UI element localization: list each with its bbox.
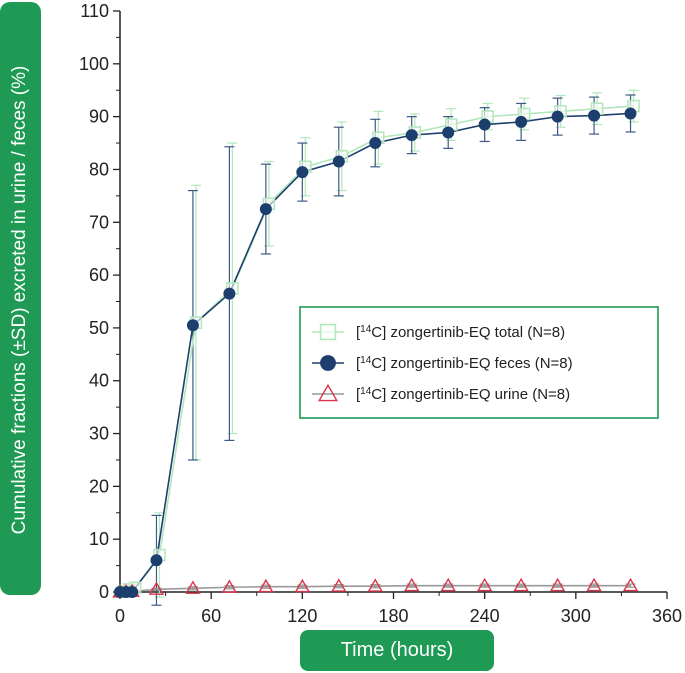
feces-data-point [624, 107, 637, 120]
legend-marker-feces [320, 355, 336, 371]
urine-data-point [367, 578, 383, 592]
urine-data-point [331, 578, 347, 592]
axes: 0 10 20 30 40 50 60 70 80 90 100 110 0 60 120 180 240 300… [79, 1, 682, 626]
feces-data-point [332, 155, 345, 168]
urine-data-point [622, 577, 639, 592]
x-tick-label: 180 [378, 606, 408, 626]
legend-marker-urine [318, 383, 338, 402]
x-tick-label: 120 [287, 606, 317, 626]
y-tick-label: 110 [80, 1, 109, 21]
legend-box [299, 306, 659, 419]
feces-data-point [405, 129, 418, 142]
urine-data-point [549, 577, 566, 592]
legend-marker-total [319, 323, 337, 341]
y-tick-label: 20 [89, 476, 109, 496]
y-tick-label: 0 [99, 582, 109, 602]
feces-data-point [296, 166, 309, 179]
legend-label-total: [14C] zongertinib-EQ total (N=8) [356, 324, 565, 342]
urine-data-point [476, 577, 493, 592]
y-tick-label: 90 [89, 107, 109, 127]
y-tick-label: 70 [89, 212, 109, 232]
feces-data-point [259, 203, 272, 216]
urine-data-point [221, 579, 238, 593]
x-tick-label: 360 [652, 606, 682, 626]
y-tick-label: 50 [89, 318, 109, 338]
legend: [14C] zongertinib-EQ total (N=8) [14C] zo… [299, 306, 659, 419]
feces-data-point [515, 115, 528, 128]
x-tick-label: 240 [470, 606, 500, 626]
x-tick-label: 0 [115, 606, 125, 626]
y-tick-label: 30 [89, 424, 109, 444]
urine-data-point [513, 577, 529, 592]
urine-data-point [586, 577, 602, 592]
urine-series-line [119, 584, 631, 593]
feces-data-point [442, 126, 455, 139]
y-tick-label: 80 [89, 159, 109, 179]
urine-data-point [440, 577, 456, 592]
feces-data-point [126, 586, 139, 598]
y-tick-label: 10 [89, 529, 109, 549]
feces-data-point [369, 137, 382, 150]
x-tick-label: 300 [561, 606, 591, 626]
feces-data-point [478, 118, 491, 131]
feces-data-point [223, 287, 236, 300]
legend-label-urine: [14C] zongertinib-EQ urine (N=8) [356, 386, 570, 404]
y-tick-label: 40 [89, 371, 109, 391]
x-axis-title: Time (hours) [340, 639, 454, 661]
urine-data-point [148, 581, 165, 595]
y-axis-title-pill: Cumulative fractions (±SD) excreted in u… [0, 2, 41, 595]
feces-data-point [186, 319, 199, 332]
urine-data-point [185, 580, 201, 594]
y-tick-label: 60 [89, 265, 109, 285]
urine-data-point [294, 578, 311, 593]
feces-data-point [150, 554, 163, 567]
feces-data-point [588, 109, 601, 122]
feces-data-point [551, 110, 564, 123]
y-tick-label: 100 [79, 54, 109, 74]
urine-data-point [258, 578, 274, 593]
x-tick-label: 60 [201, 606, 221, 626]
urine-data-point [404, 577, 420, 592]
x-axis-title-pill: Time (hours) [300, 630, 494, 671]
series-markers [112, 99, 640, 598]
legend-label-feces: [14C] zongertinib-EQ feces (N=8) [356, 355, 573, 373]
